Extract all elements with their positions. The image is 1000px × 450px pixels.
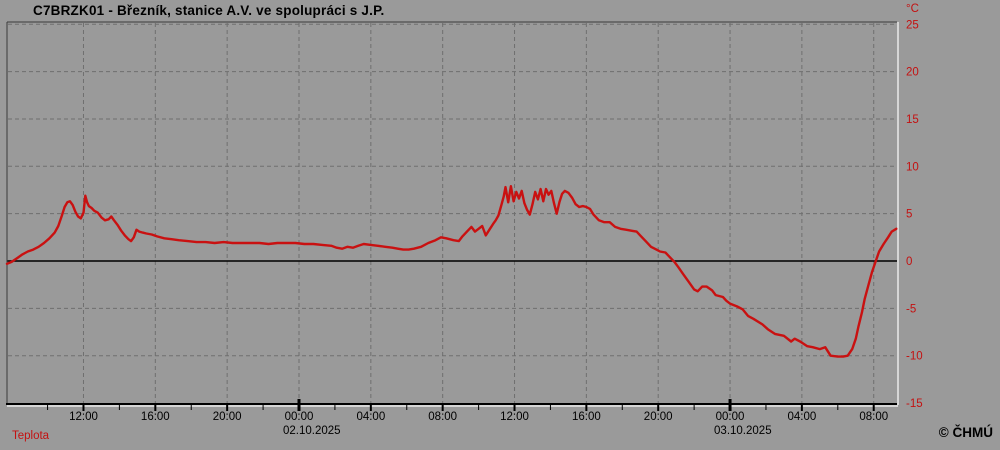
x-tick-label: 00:00 [285, 411, 314, 423]
temperature-line [5, 184, 898, 358]
copyright-label: © ČHMÚ [938, 425, 993, 440]
x-tick-label: 12:00 [69, 411, 98, 423]
y-tick-label: -15 [906, 398, 923, 410]
x-tick-label: 20:00 [644, 411, 673, 423]
x-date-label: 03.10.2025 [714, 425, 772, 437]
y-tick-label: -5 [906, 303, 916, 315]
series-label: Teplota [12, 430, 50, 442]
x-tick-label: 16:00 [572, 411, 601, 423]
x-tick-label: 04:00 [787, 411, 816, 423]
y-axis-unit-label: °C [906, 3, 919, 15]
y-tick-label: 0 [906, 256, 912, 268]
x-tick-label: 16:00 [141, 411, 170, 423]
y-tick-label: 5 [906, 209, 912, 221]
y-tick-label: -10 [906, 351, 923, 363]
x-tick-label: 04:00 [356, 411, 385, 423]
x-tick-label: 08:00 [428, 411, 457, 423]
chart-title: C7BRZK01 - Březník, stanice A.V. ve spol… [33, 3, 385, 18]
y-tick-label: 10 [906, 161, 919, 173]
x-tick-label: 00:00 [716, 411, 745, 423]
x-tick-label: 20:00 [213, 411, 242, 423]
x-tick-label: 08:00 [859, 411, 888, 423]
y-tick-label: 25 [906, 19, 919, 31]
y-tick-label: 20 [906, 67, 919, 79]
y-tick-label: 15 [906, 114, 919, 126]
x-date-label: 02.10.2025 [283, 425, 341, 437]
x-tick-label: 12:00 [500, 411, 529, 423]
